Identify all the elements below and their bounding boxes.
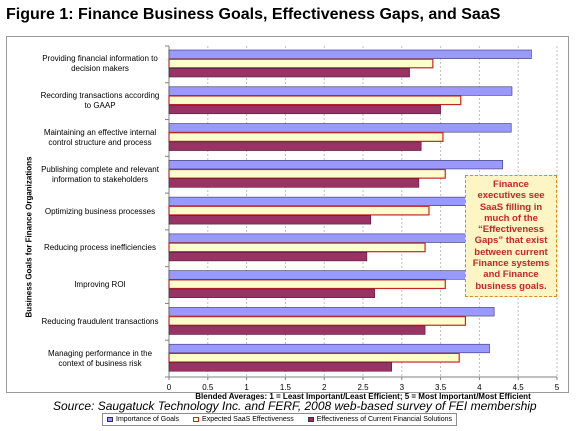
x-tick-label: 1 (244, 383, 249, 392)
bar-importance (168, 233, 488, 243)
bar-saas (168, 58, 434, 69)
bar-saas (168, 279, 446, 290)
bar-saas (168, 352, 460, 363)
legend-swatch-importance (107, 417, 113, 422)
source-note: Source: Saugatuck Technology Inc. and FE… (53, 399, 537, 413)
bar-importance (168, 343, 490, 354)
category-label: Optimizing business processes (44, 206, 156, 216)
bar-saas (168, 95, 462, 106)
figure-title: Figure 1: Finance Business Goals, Effect… (6, 6, 501, 23)
legend-item-saas: Expected SaaS Effectiveness (193, 416, 294, 423)
bar-importance (168, 270, 480, 280)
bar-current (168, 104, 441, 115)
bar-current (168, 215, 372, 225)
y-axis-label: Business Goals for Finance Organizations (24, 156, 34, 318)
bar-saas (168, 168, 446, 179)
bar-importance (168, 196, 496, 207)
category-label: Improving ROI (74, 280, 126, 290)
legend-swatch-saas (193, 417, 200, 422)
bar-current (168, 178, 420, 188)
x-tick-label: 2 (321, 383, 327, 392)
bar-saas (168, 316, 467, 326)
legend-swatch-current (307, 417, 314, 422)
chart-legend: Importance of Goals Expected SaaS Effect… (102, 413, 458, 426)
x-tick-label: 4 (477, 383, 482, 392)
category-label: Maintaining an effective internal contro… (43, 127, 157, 147)
category-label: Reducing fraudulent transactions (41, 316, 159, 326)
legend-item-importance: Importance of Goals (107, 416, 179, 423)
x-axis-label: Blended Averages: 1 = Least Important/Le… (195, 392, 531, 401)
legend-label-saas: Expected SaaS Effectiveness (202, 416, 294, 423)
bar-current (168, 68, 410, 78)
chart-container: Business Goals for Finance Organizations… (6, 36, 569, 426)
bar-current (168, 325, 426, 335)
bar-importance (168, 123, 512, 133)
x-tick-label: 0 (166, 383, 172, 392)
bar-saas (168, 242, 426, 253)
bar-importance (168, 86, 513, 96)
x-tick-label: 1.5 (279, 383, 291, 392)
legend-label-importance: Importance of Goals (116, 416, 180, 423)
x-tick-label: 3 (399, 383, 405, 392)
x-tick-label: 4.5 (512, 383, 524, 392)
category-label: Providing financial information to decis… (42, 54, 158, 74)
bar-current (168, 362, 393, 372)
bar-importance (168, 307, 495, 317)
bar-current (168, 251, 368, 262)
bar-current (168, 288, 375, 298)
bar-importance (168, 49, 532, 59)
category-label: Reducing process inefficiencies (44, 243, 156, 253)
x-tick-label: 2.5 (357, 383, 369, 392)
x-tick-label: 3.5 (435, 383, 447, 392)
bar-current (168, 141, 422, 151)
category-label: Managing performance in the context of b… (47, 348, 153, 368)
callout-note: Finance executives see SaaS filling in m… (465, 175, 557, 297)
bar-saas (168, 205, 430, 216)
category-label: Publishing complete and relevant informa… (41, 164, 159, 184)
bar-importance (168, 160, 503, 170)
bar-saas (168, 132, 444, 142)
x-tick-label: 5 (554, 383, 560, 392)
x-tick-label: 0.5 (202, 383, 214, 392)
legend-label-current: Effectiveness of Current Financial Solut… (316, 416, 453, 423)
category-label: Recording transactions according to GAAP (40, 91, 160, 111)
legend-item-current: Effectiveness of Current Financial Solut… (307, 416, 453, 423)
